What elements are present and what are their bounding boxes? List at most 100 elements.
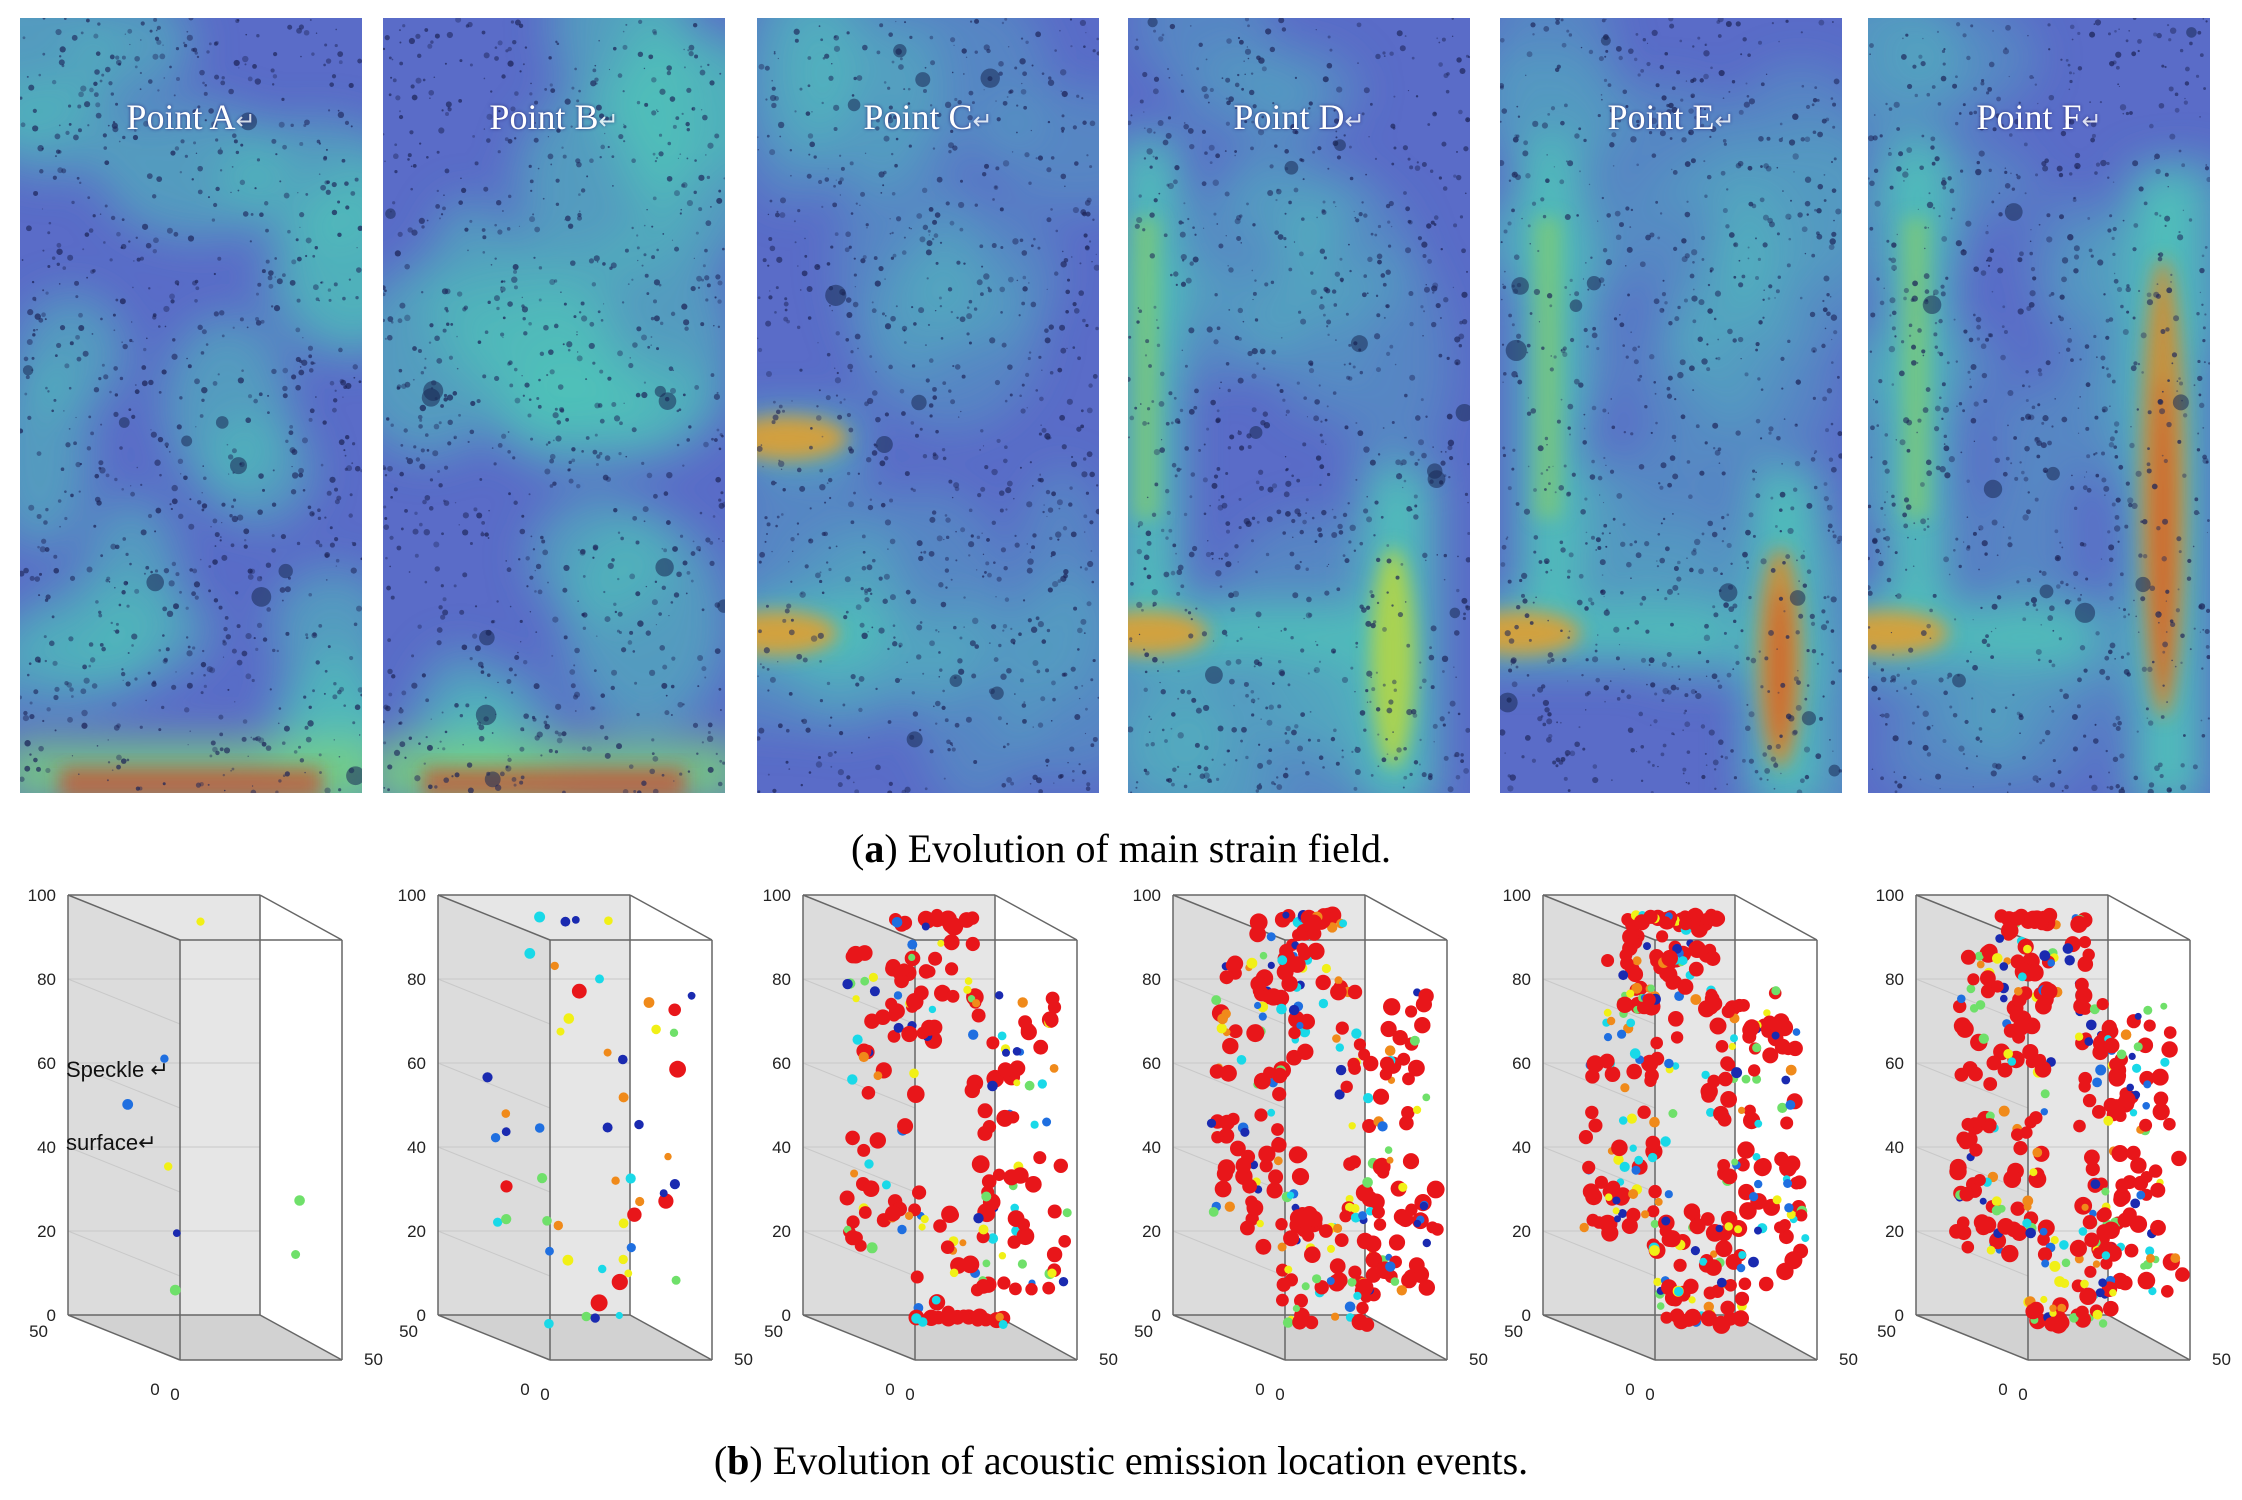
ae-event-point: [1045, 991, 1060, 1006]
ae-event-point: [1701, 1088, 1716, 1103]
ae-event-point: [611, 1176, 620, 1185]
ae-event-point: [897, 963, 911, 976]
ae-event-point: [891, 917, 903, 928]
ae-event-point: [940, 1240, 955, 1254]
ae-event-point: [2146, 1253, 2155, 1263]
ae-event-point: [1273, 1156, 1283, 1166]
z-tick-label: 20: [1142, 1222, 1161, 1241]
ae-event-point: [986, 1036, 1000, 1050]
ae-event-point: [2161, 1285, 2174, 1298]
ae-event-point: [2128, 1052, 2136, 1060]
ae-event-point: [1650, 1036, 1663, 1050]
z-tick-label: 80: [1142, 970, 1161, 989]
ae-event-point: [1649, 1245, 1660, 1256]
ae-event-point: [1953, 999, 1967, 1014]
ae-event-point: [977, 1125, 993, 1141]
ae-event-point: [1403, 1269, 1419, 1285]
ae-event-point: [1699, 1257, 1708, 1266]
ae-event-point: [845, 1130, 860, 1146]
ae-event-point: [2143, 1080, 2152, 1089]
ae-event-point: [1668, 1011, 1684, 1027]
ae-event-point: [2084, 1232, 2100, 1248]
ae-event-point: [635, 1196, 645, 1207]
ae-event-point: [1254, 1108, 1268, 1122]
strain-panel-3: Point C↵: [757, 18, 1099, 793]
ae-event-point: [2054, 1276, 2065, 1287]
ae-event-point: [2096, 998, 2109, 1011]
z-tick-label: 60: [1512, 1054, 1531, 1073]
ae-event-point: [2171, 1150, 2187, 1167]
ae-event-point: [1701, 1070, 1710, 1080]
ae-event-point: [553, 1220, 563, 1231]
ae-event-point: [1612, 1196, 1621, 1205]
caption-b-text: Evolution of acoustic emission location …: [762, 1438, 1529, 1483]
ae-event-point: [1277, 955, 1288, 966]
ae-event-point: [1217, 1013, 1228, 1025]
ae-event-point: [1783, 1179, 1793, 1188]
ae-event-point: [1235, 1157, 1252, 1174]
ae-event-point: [534, 1123, 545, 1133]
ae-event-point: [2040, 1108, 2048, 1116]
ae-event-point: [1046, 1246, 1063, 1263]
ae-event-point: [651, 1024, 661, 1035]
ae-event-point: [2084, 1265, 2097, 1278]
ae-event-point: [869, 986, 880, 997]
ae-event-point: [544, 1318, 554, 1329]
ae-event-point: [1047, 1204, 1062, 1219]
ae-event-point: [1359, 1317, 1375, 1332]
ae-event-point: [1660, 1136, 1671, 1147]
ae-event-point: [887, 1030, 901, 1043]
ae-event-point: [571, 916, 580, 924]
ae-event-point: [1418, 1279, 1435, 1296]
ae-event-point: [1617, 1029, 1627, 1039]
ae-event-point: [1334, 976, 1343, 985]
ae-event-point: [1422, 1238, 1431, 1248]
ae-event-point: [1007, 1235, 1021, 1249]
ae-event-point: [1585, 1105, 1599, 1120]
z-tick-label: 60: [1142, 1054, 1161, 1073]
ae-event-point: [998, 1320, 1008, 1329]
ae-event-point: [1385, 1261, 1396, 1272]
ae-event-point: [862, 1180, 880, 1197]
strain-map-2: [383, 18, 725, 793]
ae-event-point: [1294, 1148, 1308, 1162]
axis-tick-y_tick_right: 50: [1099, 1350, 1118, 1369]
ae-event-point: [1326, 1277, 1335, 1285]
ae-event-point: [1371, 1205, 1385, 1219]
ae-event-point: [1258, 1145, 1276, 1163]
ae-event-point: [2117, 1212, 2133, 1228]
ae-event-point: [2092, 1309, 2103, 1320]
ae-event-point: [1240, 1127, 1250, 1137]
ae-event-point: [2095, 1288, 2105, 1298]
ae-event-point: [560, 916, 571, 927]
ae-event-point: [864, 1159, 874, 1169]
ae-event-point: [524, 948, 536, 959]
ae-event-point: [196, 917, 205, 926]
axis-tick-y_tick_right: 50: [1839, 1350, 1858, 1369]
ae-event-point: [1647, 984, 1655, 992]
z-tick-label: 0: [1152, 1306, 1161, 1325]
ae-event-point: [1661, 1216, 1671, 1226]
ae-event-point: [2161, 1041, 2178, 1058]
ae-event-point: [981, 1174, 997, 1189]
ae-event-point: [1618, 1116, 1628, 1125]
ae-event-point: [847, 1074, 858, 1085]
ae-event-point: [501, 1127, 511, 1137]
ae-event-point: [1281, 975, 1298, 992]
ae-event-point: [1373, 1218, 1387, 1231]
ae-event-point: [1768, 1018, 1783, 1033]
ae-event-point: [1339, 1210, 1352, 1223]
ae-event-point: [949, 1268, 959, 1278]
ae-event-point: [1379, 1056, 1395, 1071]
axis-tick-x_tick_left: 50: [1504, 1322, 1523, 1341]
ae-event-point: [2041, 1259, 2050, 1268]
ae-event-point: [2108, 1069, 2126, 1087]
ae-event-point: [921, 1019, 938, 1036]
ae-event-point: [995, 1312, 1004, 1322]
ae-event-point: [671, 1275, 681, 1285]
ae-event-point: [1658, 916, 1672, 929]
ae-event-point: [1650, 1051, 1665, 1066]
ae-event-point: [857, 1143, 871, 1157]
ae-event-point: [1255, 1238, 1272, 1255]
